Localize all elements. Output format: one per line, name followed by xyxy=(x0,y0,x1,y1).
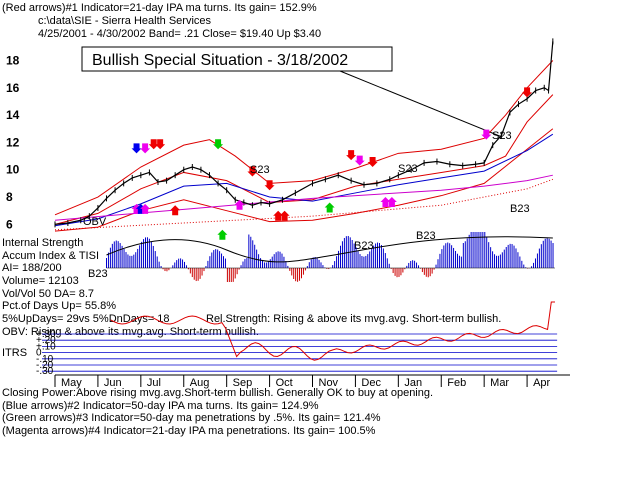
header-line-2: c:\data\SIE - Sierra Health Services xyxy=(38,15,212,27)
price-tick-label: 12 xyxy=(6,135,20,149)
signal-arrow xyxy=(354,155,365,166)
obv-marker: OBV xyxy=(83,216,107,228)
month-axis: May Jun Jul Aug Sep Oct Nov Dec Jan Feb Mar Apr xyxy=(54,374,570,389)
signal-arrow xyxy=(131,143,142,154)
b23-marker: B23 xyxy=(510,203,530,215)
month-label: Feb xyxy=(447,377,466,389)
footer-line-3: (Green arrows)#3 Indicator=50-day ma pen… xyxy=(2,412,381,424)
price-bands xyxy=(54,60,554,232)
accumulation-histogram xyxy=(106,232,555,282)
footer-line-2: (Blue arrows)#2 Indicator=50-day IPA ma … xyxy=(2,400,319,412)
series-ma-200 xyxy=(54,174,553,221)
price-tick-label: 8 xyxy=(6,190,13,204)
b23-marker: B23 xyxy=(88,268,108,280)
itrs-tick-label: +.30 xyxy=(36,329,56,340)
signal-arrow xyxy=(140,203,151,214)
itrs-tick-label: -.10 xyxy=(36,354,54,365)
month-label: Dec xyxy=(361,377,381,389)
signal-arrow xyxy=(148,139,159,150)
signal-arrows xyxy=(131,87,533,240)
signal-arrow xyxy=(279,210,290,221)
header-line-3: 4/25/2001 - 4/30/2002 Band= .21 Close= $… xyxy=(38,28,321,40)
month-label: Oct xyxy=(276,377,293,389)
itrs-tick-label: +.10 xyxy=(36,341,56,352)
internal-strength-label: Internal Strength xyxy=(2,237,83,249)
price-tick-label: 16 xyxy=(6,81,20,95)
callout-text: Bullish Special Situation - 3/18/2002 xyxy=(92,52,348,69)
footer-line-4: (Magenta arrows)#4 Indicator=21-day IPA … xyxy=(2,425,376,437)
updays-label: 5%UpDays= 29vs 5%DnDays= 18 xyxy=(2,313,170,325)
price-tick-label: 18 xyxy=(6,53,20,67)
month-label: Sep xyxy=(233,377,253,389)
signal-arrow xyxy=(367,156,378,167)
month-label: Jun xyxy=(104,377,122,389)
series-ma-21 xyxy=(54,94,554,225)
signal-arrow xyxy=(217,229,228,240)
signal-arrow xyxy=(234,199,245,210)
header-line-1: (Red arrows)#1 Indicator=21-day IPA ma t… xyxy=(2,2,317,14)
signal-arrow xyxy=(264,180,275,191)
signal-arrow xyxy=(213,139,224,150)
accum-ma-line xyxy=(106,236,553,263)
price-close-line xyxy=(54,38,554,228)
s23-marker: S23 xyxy=(492,130,512,142)
month-label: Mar xyxy=(490,377,509,389)
callout-box xyxy=(81,46,393,72)
itrs-tick-label: -.20 xyxy=(36,360,54,371)
signal-arrow xyxy=(386,197,397,208)
month-label: Apr xyxy=(533,377,550,389)
signal-arrow xyxy=(324,202,335,213)
itrs-tick-label: -.30 xyxy=(36,366,54,377)
price-axis: 6 8 10 12 14 16 18 xyxy=(6,53,20,231)
ai-label: AI= 188/200 xyxy=(2,262,62,274)
series-upper-band xyxy=(54,60,554,216)
s23-marker: S23 xyxy=(398,163,418,175)
b23-marker: B23 xyxy=(416,230,436,242)
accum-label: Accum Index & TISI xyxy=(2,250,99,262)
volume-label: Volume= 12103 xyxy=(2,275,79,287)
s23-marker: S23 xyxy=(250,164,270,176)
signal-arrow xyxy=(140,143,151,154)
price-tick-label: 14 xyxy=(6,108,20,122)
rel-strength-label: Rel.Strength: Rising & above its mvg.avg… xyxy=(206,313,501,325)
footer-line-1: Closing Power:Above rising mvg.avg.Short… xyxy=(2,387,433,399)
obv-status-label: OBV: Rising & above its mvg.avg. Short-t… xyxy=(2,326,259,338)
signal-arrow xyxy=(346,150,357,161)
callout-pointer xyxy=(339,70,503,138)
signal-arrow xyxy=(380,197,391,208)
itrs-panel: +.30+.20+.100-.10-.20-.30 xyxy=(36,301,558,377)
month-label: Nov xyxy=(319,377,339,389)
price-tick-label: 10 xyxy=(6,163,20,177)
itrs-tick-label: +.20 xyxy=(36,335,56,346)
price-tick-label: 6 xyxy=(6,217,13,231)
month-label: Jan xyxy=(404,377,422,389)
itrs-label: ITRS xyxy=(2,347,27,359)
month-label: May xyxy=(61,377,82,389)
itrs-line xyxy=(110,301,555,361)
signal-arrow xyxy=(481,129,492,140)
month-label: Aug xyxy=(190,377,210,389)
signal-arrow xyxy=(273,210,284,221)
signal-arrow xyxy=(170,205,181,216)
month-label: Jul xyxy=(147,377,161,389)
itrs-tick-label: 0 xyxy=(36,348,42,359)
pct-up-label: Pct.of Days Up= 55.8% xyxy=(2,300,116,312)
signal-arrow xyxy=(247,166,258,177)
signal-arrow xyxy=(155,139,166,150)
volvol-label: Vol/Vol 50 DA= 8.7 xyxy=(2,288,94,300)
signal-arrow xyxy=(522,87,533,98)
